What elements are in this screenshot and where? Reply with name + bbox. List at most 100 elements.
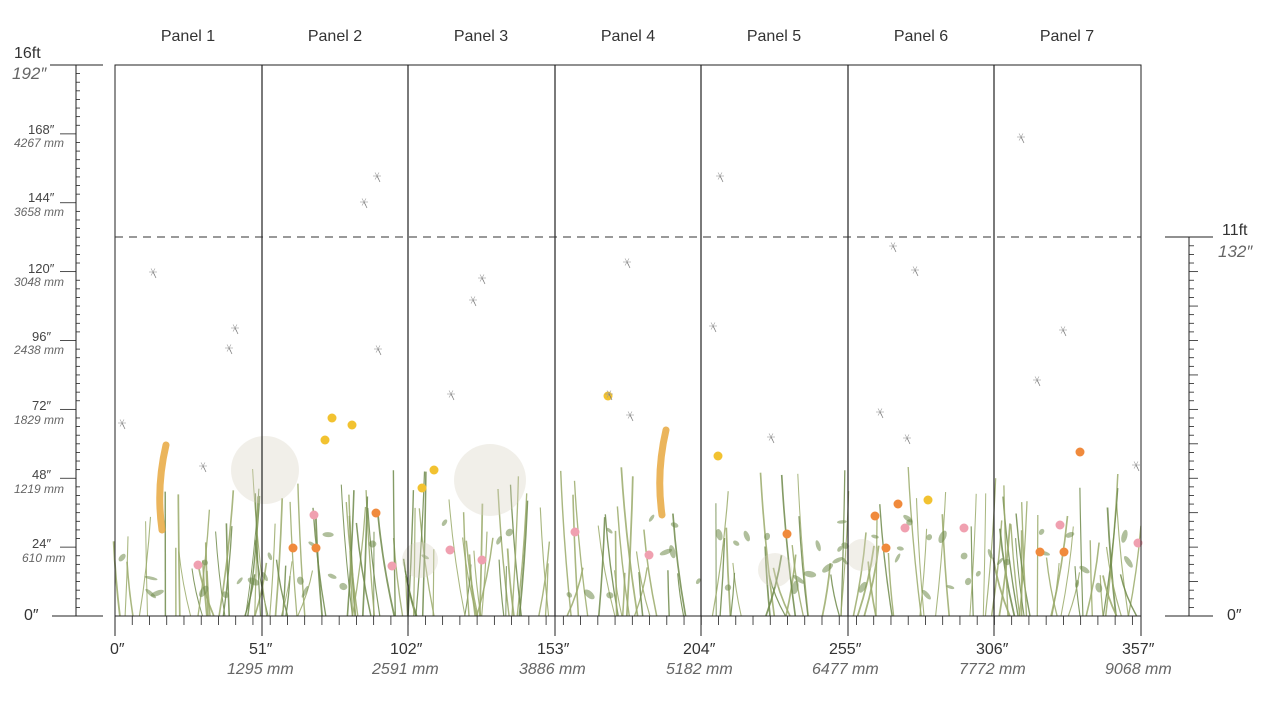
leaf [987, 549, 993, 559]
flower-stem [1074, 566, 1081, 617]
dandelion-seed [360, 198, 368, 209]
flower-blossom [429, 465, 439, 475]
leaf [896, 546, 904, 551]
right-zero-label: 0″ [1227, 607, 1242, 624]
flower-blossom [959, 523, 969, 533]
leaf [441, 519, 448, 527]
dandelion-seed [1132, 461, 1140, 472]
flower-stem [1036, 514, 1039, 617]
leaf [975, 570, 981, 577]
flower-stem [275, 559, 289, 617]
flower-stem [935, 491, 947, 617]
leaf [743, 530, 751, 542]
dandelion-seed [149, 268, 157, 279]
flower-stem [215, 531, 226, 617]
leaf [791, 580, 799, 595]
flower-stem [1045, 557, 1058, 617]
flower-stem [367, 507, 381, 617]
flower-blossom [923, 495, 933, 505]
flower-blossom [311, 543, 321, 553]
flower-stem [719, 537, 726, 617]
flower-stem [178, 551, 192, 617]
flower-stem [145, 521, 149, 617]
flower-stem [1105, 546, 1122, 617]
bottom-mark-mm: 3886 mm [519, 661, 586, 678]
flower-stem [1119, 574, 1138, 617]
flower-stem [191, 568, 203, 617]
flower-stem [797, 473, 809, 617]
right-top-feet-label: 11ft [1222, 222, 1248, 239]
leaf [822, 563, 834, 573]
leaf [764, 532, 771, 541]
flower-stem [509, 484, 522, 617]
flower-stem [941, 514, 950, 617]
flower-stem [614, 530, 618, 617]
flower-blossom [445, 545, 455, 555]
flower-stem [969, 493, 977, 617]
flower-stem [462, 512, 470, 617]
dandelion-seed [199, 462, 207, 473]
seedhead-puff [758, 553, 792, 587]
flower-stem [481, 531, 488, 617]
bottom-mark-inch: 51″ [249, 641, 273, 658]
leaf [922, 589, 931, 600]
leaf [938, 530, 947, 544]
flower-blossom [893, 499, 903, 509]
panel-1-label: Panel 1 [160, 28, 216, 45]
dandelion-seed [1059, 326, 1067, 337]
bottom-mark-inch: 153″ [537, 641, 570, 658]
flower-stem [1067, 572, 1081, 617]
leaf [199, 585, 209, 597]
flower-stem [620, 467, 639, 617]
left-mark-mm: 610 mm [22, 551, 66, 565]
flower-stem [355, 522, 372, 617]
leaf [150, 589, 164, 597]
flower-stem [1099, 575, 1104, 617]
dandelion-seed [605, 390, 613, 401]
flower-stem [982, 493, 987, 617]
dandelion-seed [709, 322, 717, 333]
leaf [894, 553, 901, 563]
leaf [118, 553, 126, 562]
leaf [792, 575, 805, 584]
leaf [803, 570, 817, 578]
leaf [421, 554, 429, 560]
panel-2-label: Panel 2 [307, 28, 363, 45]
flower-stem [1060, 526, 1074, 617]
left-mark-mm: 3048 mm [14, 275, 65, 289]
panel-7-label: Panel 7 [1039, 28, 1095, 45]
flower-stem [852, 532, 867, 617]
leaf [221, 591, 229, 599]
flower-stem [1102, 488, 1119, 617]
flower-stem [247, 495, 261, 617]
flower-stem [998, 523, 1011, 617]
flower-stem [252, 468, 268, 617]
leaf [659, 548, 673, 556]
flower-blossom [900, 523, 910, 533]
bottom-mark-mm: 9068 mm [1105, 661, 1172, 678]
flower-stem [1116, 503, 1129, 617]
foxtail-spike [656, 426, 670, 519]
flower-stem [340, 484, 353, 617]
flower-stem [625, 476, 634, 617]
flower-stem [780, 474, 797, 617]
panel-4-label: Panel 4 [600, 28, 656, 45]
flower-stem [621, 572, 626, 617]
seedhead-puff [402, 542, 438, 578]
leaf [1095, 582, 1103, 593]
bottom-mark-inch: 102″ [390, 641, 423, 658]
flower-stem [915, 498, 925, 617]
flower-stem [1010, 524, 1021, 617]
flower-stem [511, 476, 520, 617]
flower-blossom [387, 561, 397, 571]
dandelion-seed [373, 172, 381, 183]
flower-stem [124, 536, 129, 617]
flower-stem [222, 526, 233, 617]
flower-stem [476, 537, 494, 617]
flower-stem [225, 523, 231, 617]
flower-stem [448, 499, 466, 617]
flower-blossom [1055, 520, 1065, 530]
bottom-mark-mm: 6477 mm [812, 661, 879, 678]
flower-stem [312, 507, 327, 617]
